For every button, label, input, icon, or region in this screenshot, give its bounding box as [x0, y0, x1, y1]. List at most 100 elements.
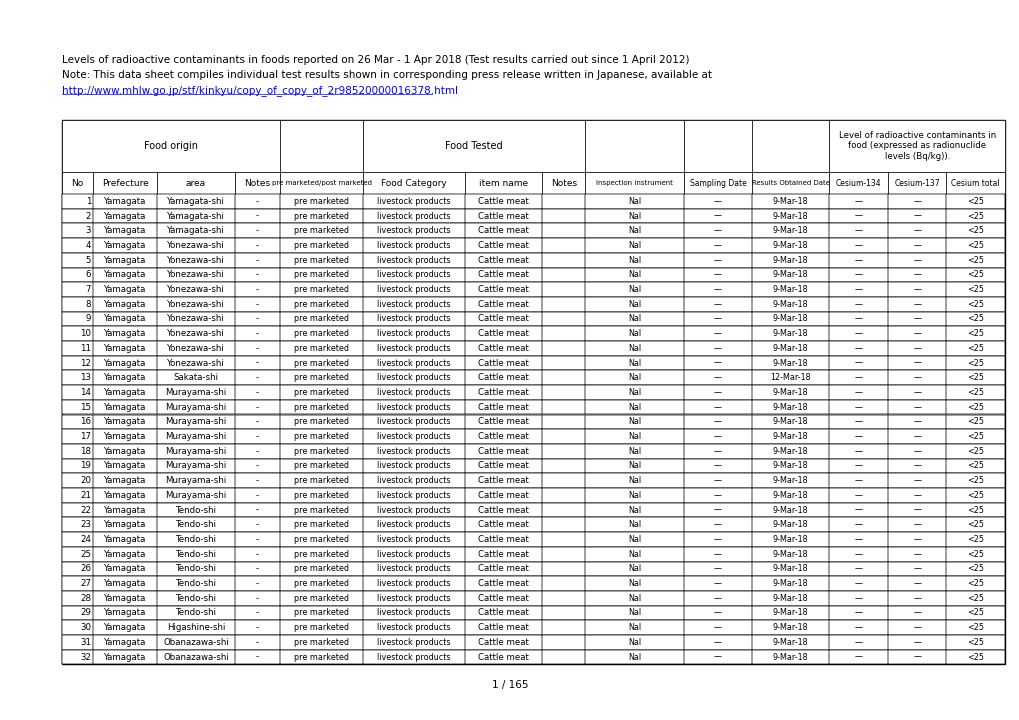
Bar — [684, 635, 751, 649]
Bar — [157, 576, 234, 591]
Text: Cattle meat: Cattle meat — [478, 402, 529, 412]
Bar — [93, 223, 157, 238]
Bar — [62, 194, 1004, 209]
Bar — [828, 268, 888, 282]
Text: pre marketed: pre marketed — [293, 623, 348, 632]
Bar — [234, 429, 280, 444]
Bar — [465, 385, 542, 400]
Text: Yonezawa-shi: Yonezawa-shi — [167, 256, 225, 265]
Text: —: — — [854, 608, 862, 618]
Bar — [584, 621, 684, 635]
Text: Food origin: Food origin — [144, 141, 198, 151]
Text: 9-Mar-18: 9-Mar-18 — [772, 505, 808, 515]
Text: Yamagata: Yamagata — [104, 359, 147, 367]
Text: NaI: NaI — [628, 505, 640, 515]
Text: —: — — [912, 594, 920, 603]
Bar — [280, 518, 363, 532]
Text: Cattle meat: Cattle meat — [478, 521, 529, 529]
Text: 9-Mar-18: 9-Mar-18 — [772, 300, 808, 309]
Bar — [93, 444, 157, 459]
Bar — [465, 562, 542, 576]
Bar — [542, 518, 584, 532]
Bar — [584, 238, 684, 253]
Text: —: — — [854, 549, 862, 559]
Bar — [363, 223, 465, 238]
Bar — [751, 488, 828, 503]
Text: Yamagata: Yamagata — [104, 608, 147, 618]
Bar — [684, 223, 751, 238]
Bar — [828, 576, 888, 591]
Text: 3: 3 — [86, 226, 91, 235]
Bar — [465, 444, 542, 459]
Text: NaI: NaI — [628, 226, 640, 235]
Text: pre marketed: pre marketed — [293, 300, 348, 309]
Text: —: — — [854, 226, 862, 235]
Bar — [62, 576, 1004, 591]
Text: —: — — [854, 579, 862, 588]
Bar — [62, 120, 1004, 665]
Bar — [465, 546, 542, 562]
Bar — [684, 473, 751, 488]
Text: <25: <25 — [966, 359, 983, 367]
Text: 16: 16 — [81, 418, 91, 426]
Bar — [280, 444, 363, 459]
Bar — [888, 341, 946, 356]
Text: Murayama-shi: Murayama-shi — [165, 432, 226, 441]
Text: <25: <25 — [966, 491, 983, 500]
Bar — [234, 606, 280, 621]
Bar — [62, 649, 93, 665]
Bar — [62, 576, 93, 591]
Text: -: - — [256, 579, 259, 588]
Bar — [363, 356, 465, 370]
Text: NaI: NaI — [628, 315, 640, 323]
Bar — [584, 120, 684, 172]
Text: livestock products: livestock products — [377, 359, 450, 367]
Text: Cattle meat: Cattle meat — [478, 638, 529, 647]
Bar — [157, 606, 234, 621]
Bar — [62, 518, 1004, 532]
Bar — [280, 326, 363, 341]
Text: Yamagata: Yamagata — [104, 300, 147, 309]
Bar — [62, 370, 1004, 385]
Text: <25: <25 — [966, 476, 983, 485]
Text: livestock products: livestock products — [377, 256, 450, 265]
Text: Yamagata: Yamagata — [104, 446, 147, 456]
Text: 15: 15 — [81, 402, 91, 412]
Bar — [62, 591, 93, 606]
Text: <25: <25 — [966, 432, 983, 441]
Bar — [465, 223, 542, 238]
Text: NaI: NaI — [628, 521, 640, 529]
Text: 9-Mar-18: 9-Mar-18 — [772, 388, 808, 397]
Text: Yamagata: Yamagata — [104, 652, 147, 662]
Bar — [465, 415, 542, 429]
Text: <25: <25 — [966, 521, 983, 529]
Bar — [62, 341, 1004, 356]
Bar — [888, 223, 946, 238]
Bar — [888, 253, 946, 268]
Text: —: — — [713, 638, 721, 647]
Bar — [93, 518, 157, 532]
Text: 1: 1 — [86, 197, 91, 206]
Text: —: — — [713, 329, 721, 338]
Text: —: — — [713, 579, 721, 588]
Bar — [946, 576, 1004, 591]
Text: Cesium-137: Cesium-137 — [894, 179, 940, 187]
Bar — [280, 341, 363, 356]
Bar — [280, 649, 363, 665]
Bar — [62, 459, 1004, 473]
Bar — [234, 194, 280, 209]
Text: -: - — [256, 432, 259, 441]
Bar — [946, 356, 1004, 370]
Bar — [751, 649, 828, 665]
Text: —: — — [854, 315, 862, 323]
Bar — [542, 194, 584, 209]
Text: —: — — [713, 564, 721, 573]
Text: 24: 24 — [81, 535, 91, 544]
Bar — [93, 268, 157, 282]
Bar — [542, 312, 584, 326]
Bar — [888, 326, 946, 341]
Bar — [584, 297, 684, 312]
Bar — [157, 518, 234, 532]
Bar — [62, 429, 1004, 444]
Text: —: — — [713, 608, 721, 618]
